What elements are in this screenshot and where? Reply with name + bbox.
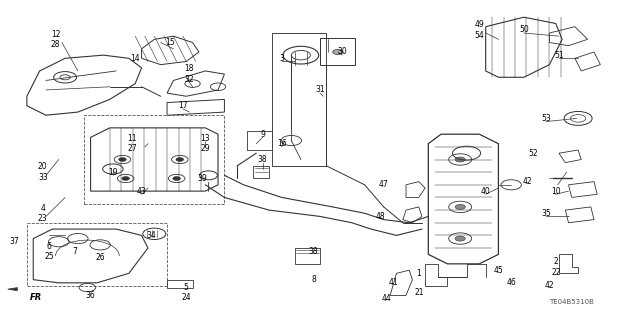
Text: 49
54: 49 54 [474, 20, 484, 40]
Text: 12
28: 12 28 [51, 30, 60, 49]
Text: 34: 34 [147, 231, 156, 240]
Text: 15: 15 [166, 38, 175, 47]
Polygon shape [8, 287, 17, 291]
Text: 39: 39 [197, 174, 207, 183]
Text: 2
22: 2 22 [551, 257, 561, 277]
Bar [246, 131, 272, 150]
Text: 26: 26 [95, 253, 105, 262]
Text: 3: 3 [279, 54, 284, 63]
Text: 4
23: 4 23 [38, 204, 47, 223]
Text: 42: 42 [545, 281, 554, 291]
Text: 31: 31 [315, 85, 325, 94]
Text: TE04B5310B: TE04B5310B [549, 299, 595, 305]
Circle shape [118, 158, 126, 161]
Text: 1: 1 [417, 269, 421, 278]
Circle shape [176, 158, 184, 161]
Bar [167, 280, 193, 287]
Text: 47: 47 [379, 180, 388, 189]
Text: 50: 50 [519, 25, 529, 34]
Text: 14: 14 [131, 54, 140, 63]
Text: 19: 19 [108, 168, 118, 177]
Text: 38: 38 [258, 155, 268, 164]
Text: 6
25: 6 25 [44, 241, 54, 261]
Text: 21: 21 [414, 288, 424, 297]
Text: 11
27: 11 27 [127, 134, 137, 153]
Text: 45: 45 [493, 266, 503, 275]
Bar [27, 223, 167, 286]
Circle shape [173, 177, 180, 180]
Text: 16: 16 [277, 139, 287, 148]
Bar [272, 33, 326, 166]
Text: 18
32: 18 32 [184, 64, 194, 84]
Text: 53: 53 [541, 114, 551, 123]
Text: 35: 35 [541, 209, 551, 218]
Circle shape [455, 204, 465, 210]
Text: 36: 36 [86, 291, 95, 300]
Text: 38: 38 [309, 247, 319, 256]
Text: 30: 30 [337, 48, 347, 56]
Text: 17: 17 [178, 101, 188, 110]
Circle shape [122, 177, 129, 180]
Text: 40: 40 [481, 187, 490, 196]
Text: 43: 43 [137, 187, 147, 196]
Text: 48: 48 [376, 212, 385, 221]
Circle shape [333, 49, 343, 55]
Bar [84, 115, 225, 204]
Circle shape [455, 236, 465, 241]
Text: 8: 8 [311, 275, 316, 284]
Text: 51: 51 [554, 51, 564, 60]
Text: 20
33: 20 33 [38, 162, 48, 182]
Text: 46: 46 [506, 278, 516, 287]
Text: 41: 41 [388, 278, 398, 287]
Bar [320, 38, 355, 65]
Text: 10: 10 [551, 187, 561, 196]
Text: 5
24: 5 24 [181, 283, 191, 302]
Text: 44: 44 [382, 294, 392, 303]
Circle shape [455, 157, 465, 162]
Text: 37: 37 [9, 237, 19, 246]
Text: 13
29: 13 29 [200, 134, 210, 153]
Text: 42: 42 [522, 177, 532, 186]
Text: FR: FR [30, 293, 43, 301]
Text: 52: 52 [529, 149, 538, 158]
Text: 9: 9 [260, 130, 265, 139]
Text: 7: 7 [72, 247, 77, 256]
